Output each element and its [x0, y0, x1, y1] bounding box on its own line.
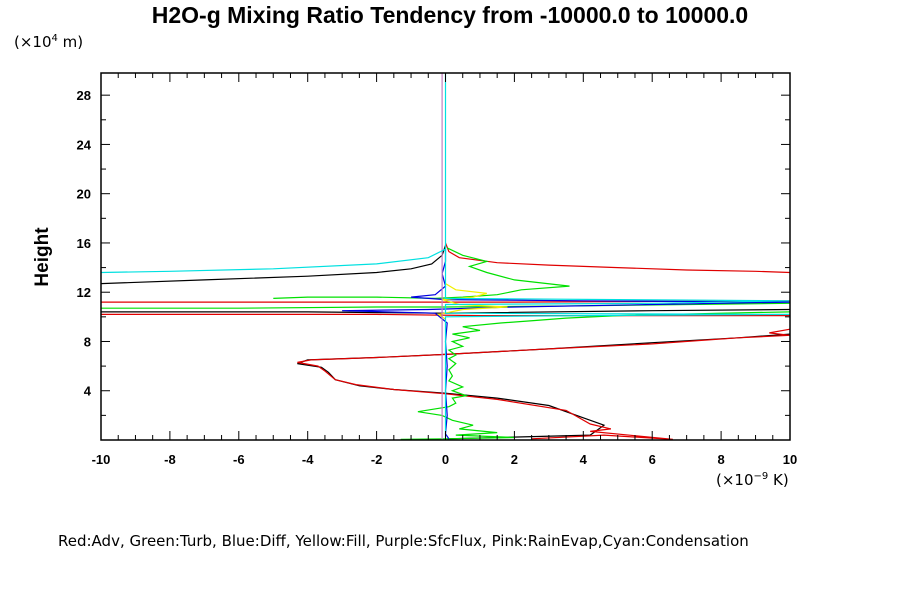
- y-tick-label: 16: [77, 236, 91, 251]
- x-tick-label: -8: [164, 452, 176, 467]
- series-line-yellow-fill: [437, 283, 508, 320]
- x-tick-label: 10: [783, 452, 797, 467]
- x-tick-label: -6: [233, 452, 245, 467]
- series-layer: [100, 73, 791, 440]
- x-tick-label: 2: [511, 452, 518, 467]
- y-tick-label: 4: [84, 384, 92, 399]
- x-unit-suffix: K): [768, 471, 789, 489]
- x-tick-label: 4: [580, 452, 588, 467]
- series-line-cyan-condensation: [100, 248, 791, 439]
- series-line-red-adv-upper: [444, 242, 791, 274]
- y-tick-label: 28: [77, 88, 91, 103]
- x-tick-label: -2: [371, 452, 383, 467]
- x-tick-label: 0: [442, 452, 449, 467]
- y-tick-label: 20: [77, 187, 91, 202]
- x-tick-label: 6: [649, 452, 656, 467]
- series-line-green-turb-upper: [273, 247, 570, 300]
- series-line-red-adv: [297, 328, 791, 440]
- x-unit-prefix: (×10: [716, 471, 754, 489]
- legend: Red:Adv, Green:Turb, Blue:Diff, Yellow:F…: [58, 532, 749, 550]
- y-tick-label: 12: [77, 285, 91, 300]
- x-tick-label: -10: [92, 452, 111, 467]
- y-unit-suffix: m): [57, 33, 84, 51]
- x-axis-unit: (×10−9 K): [716, 471, 789, 489]
- y-unit-exponent: 4: [51, 33, 58, 44]
- chart-title: H2O-g Mixing Ratio Tendency from -10000.…: [151, 2, 749, 28]
- x-unit-exponent: −9: [753, 471, 769, 482]
- x-tick-label: -4: [302, 452, 314, 467]
- y-tick-label: 8: [84, 334, 91, 349]
- series-line-green-turb: [400, 311, 791, 440]
- x-tick-label: 8: [717, 452, 724, 467]
- y-tick-label: 24: [77, 137, 92, 152]
- series-line-total-upper: [100, 245, 447, 285]
- y-axis-unit: (×104 m): [14, 33, 83, 51]
- y-unit-prefix: (×10: [14, 33, 52, 51]
